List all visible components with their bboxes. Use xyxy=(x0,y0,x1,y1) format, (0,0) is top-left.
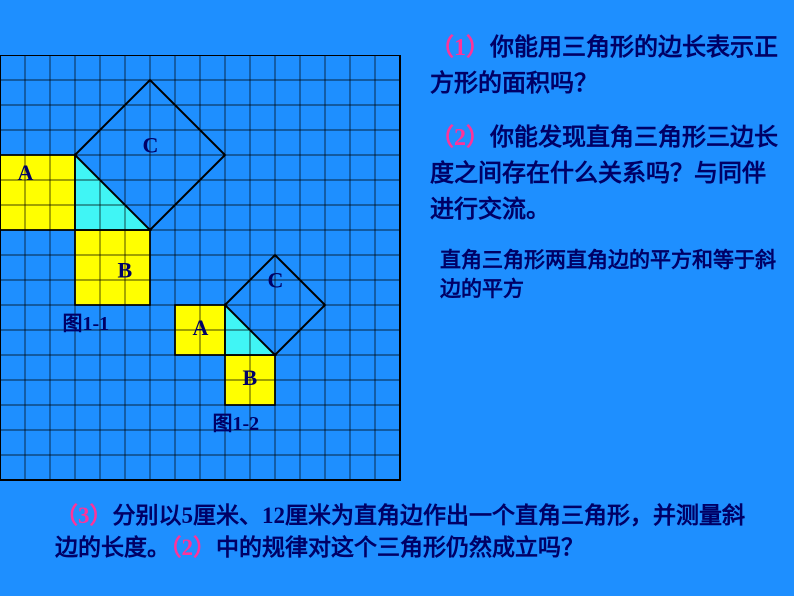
svg-text:A: A xyxy=(193,315,209,340)
q3-paren2: （2） xyxy=(170,535,216,560)
answer-text: 直角三角形两直角边的平方和等于斜边的平方 xyxy=(440,246,780,305)
q2-number: （2） xyxy=(430,125,490,151)
right-text-block: （1）你能用三角形的边长表示正方形的面积吗？ （2）你能发现直角三角形三边长度之… xyxy=(430,30,780,305)
q3-text-b: 中的规律对这个三角形仍然成立吗？ xyxy=(216,535,584,560)
svg-text:A: A xyxy=(18,160,34,185)
grid-diagram: A C B 图1-1 A C B 图1-2 xyxy=(0,55,410,500)
svg-text:C: C xyxy=(143,133,159,158)
question-1: （1）你能用三角形的边长表示正方形的面积吗？ xyxy=(430,30,780,102)
svg-text:图1-1: 图1-1 xyxy=(63,312,110,335)
svg-text:B: B xyxy=(243,365,258,390)
svg-text:图1-2: 图1-2 xyxy=(213,412,260,435)
q1-number: （1） xyxy=(430,35,490,61)
q3-number: （3） xyxy=(55,503,113,528)
svg-text:C: C xyxy=(268,268,284,293)
question-2: （2）你能发现直角三角形三边长度之间存在什么关系吗？与同伴进行交流。 xyxy=(430,120,780,228)
question-3: （3）分别以5厘米、12厘米为直角边作出一个直角三角形，并测量斜边的长度。（2）… xyxy=(55,500,755,564)
svg-text:B: B xyxy=(118,258,133,283)
